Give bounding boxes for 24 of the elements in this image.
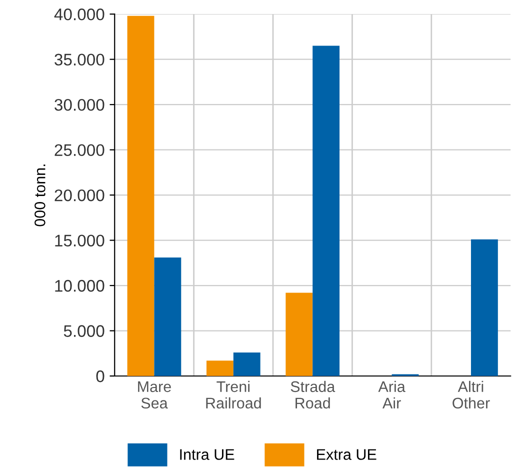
y-tick-label: 25.000 <box>54 144 104 156</box>
legend-label: Intra UE <box>180 449 234 460</box>
y-tick-label: 40.000 <box>54 8 104 20</box>
y-tick-label: 10.000 <box>55 280 104 292</box>
x-tick-label: Mare Sea <box>138 381 171 409</box>
y-axis-title: 000 tonn. <box>34 164 46 226</box>
bar <box>233 352 260 376</box>
bar <box>286 292 313 376</box>
bar <box>154 257 182 376</box>
legend-label: Extra UE <box>317 449 376 460</box>
y-tick-label: 5.000 <box>64 325 104 337</box>
x-tick-label: Treni Railroad <box>206 380 261 409</box>
y-tick-label: 30.000 <box>54 98 104 111</box>
y-tick-label: 0 <box>96 370 104 382</box>
bar <box>470 239 498 376</box>
bar <box>206 360 234 376</box>
bar <box>127 16 154 376</box>
y-tick-label: 20.000 <box>54 189 104 202</box>
x-tick-label: Strada Road <box>290 380 336 409</box>
bar <box>312 46 340 376</box>
x-tick-label: Aria Air <box>378 380 406 408</box>
x-tick-label: Altri Other <box>452 380 490 409</box>
y-tick-label: 15.000 <box>55 234 104 246</box>
y-tick-label: 35.000 <box>54 54 104 66</box>
